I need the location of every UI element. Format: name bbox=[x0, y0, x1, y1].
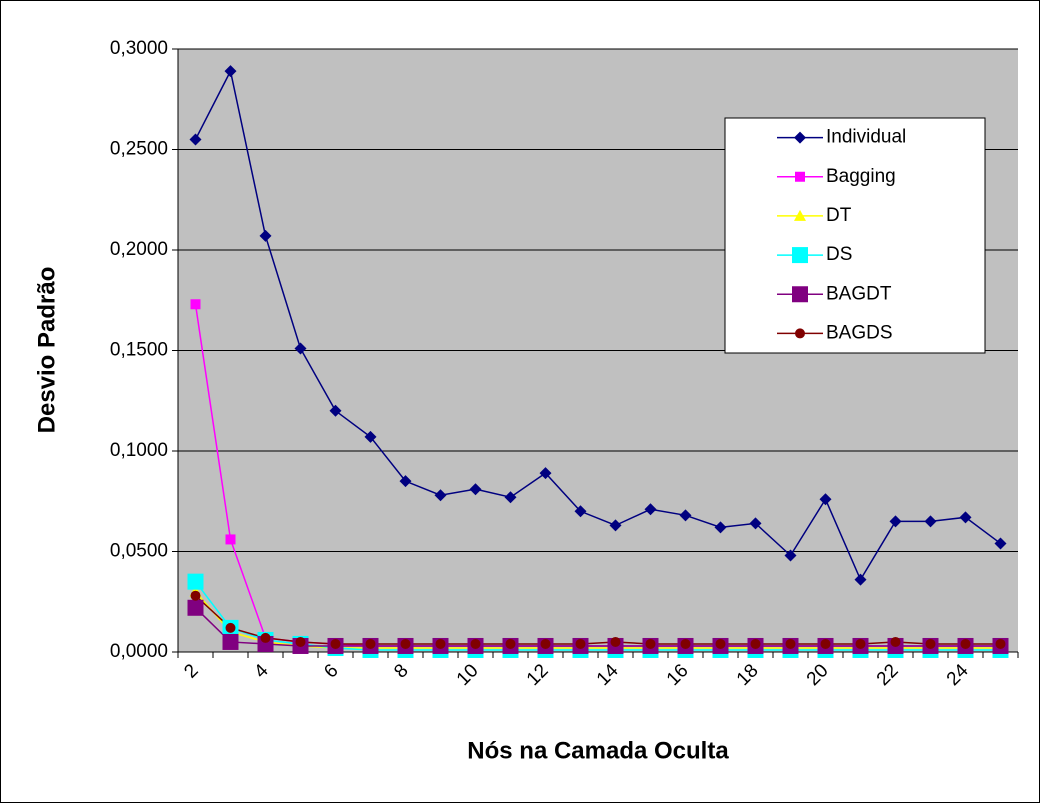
marker bbox=[889, 515, 902, 528]
legend-label: Bagging bbox=[826, 166, 896, 187]
marker bbox=[924, 515, 937, 528]
marker bbox=[260, 632, 271, 643]
marker bbox=[750, 638, 761, 649]
marker bbox=[574, 505, 587, 518]
marker bbox=[364, 430, 377, 443]
marker bbox=[792, 247, 808, 264]
marker bbox=[259, 229, 272, 242]
marker bbox=[329, 404, 342, 417]
marker bbox=[540, 638, 551, 649]
marker bbox=[680, 638, 691, 649]
legend-label: DT bbox=[826, 205, 852, 226]
marker bbox=[795, 328, 805, 339]
marker bbox=[539, 467, 552, 480]
marker bbox=[645, 638, 656, 649]
marker bbox=[795, 171, 805, 182]
legend-label: DS bbox=[826, 244, 852, 265]
marker bbox=[365, 638, 376, 649]
marker bbox=[715, 638, 726, 649]
marker bbox=[785, 638, 796, 649]
marker bbox=[820, 638, 831, 649]
y-tick-label: 0,0500 bbox=[110, 541, 168, 562]
y-tick-label: 0,2000 bbox=[110, 239, 168, 260]
marker bbox=[609, 519, 622, 532]
marker bbox=[295, 636, 306, 647]
marker bbox=[505, 638, 516, 649]
marker bbox=[225, 622, 236, 633]
marker bbox=[794, 131, 806, 144]
marker bbox=[187, 599, 204, 616]
marker bbox=[995, 638, 1006, 649]
marker bbox=[399, 475, 412, 488]
marker bbox=[960, 638, 971, 649]
marker bbox=[994, 537, 1007, 550]
marker bbox=[855, 638, 866, 649]
y-tick-label: 0,1500 bbox=[110, 340, 168, 361]
y-tick-label: 0,0000 bbox=[110, 641, 168, 662]
y-tick-label: 0,1000 bbox=[110, 440, 168, 461]
marker bbox=[959, 511, 972, 524]
y-axis-title: Desvio Padrão bbox=[33, 267, 60, 434]
legend-label: Individual bbox=[826, 127, 906, 148]
marker bbox=[792, 286, 808, 303]
marker bbox=[330, 638, 341, 649]
marker bbox=[187, 573, 204, 590]
x-axis-title: Nós na Camada Oculta bbox=[467, 737, 729, 764]
marker bbox=[714, 521, 727, 534]
legend-box bbox=[724, 117, 986, 354]
marker bbox=[294, 342, 307, 355]
marker bbox=[225, 534, 236, 545]
marker bbox=[190, 590, 201, 601]
legend-label: BAGDT bbox=[826, 283, 892, 304]
marker bbox=[575, 638, 586, 649]
marker bbox=[610, 636, 621, 647]
y-tick-label: 0,2500 bbox=[110, 139, 168, 160]
marker bbox=[819, 493, 832, 506]
legend-label: BAGDS bbox=[826, 322, 893, 343]
marker bbox=[504, 491, 517, 504]
marker bbox=[469, 483, 482, 496]
marker bbox=[435, 638, 446, 649]
marker bbox=[222, 633, 239, 650]
marker bbox=[470, 638, 481, 649]
marker bbox=[189, 133, 202, 146]
marker bbox=[224, 65, 237, 78]
marker bbox=[749, 517, 762, 530]
marker bbox=[784, 549, 797, 562]
series-line bbox=[194, 68, 1001, 582]
marker bbox=[925, 638, 936, 649]
marker bbox=[794, 209, 806, 221]
marker bbox=[434, 489, 447, 502]
marker bbox=[854, 573, 867, 586]
marker bbox=[890, 636, 901, 647]
marker bbox=[679, 509, 692, 522]
y-tick-label: 0,3000 bbox=[110, 38, 168, 59]
marker bbox=[644, 503, 657, 516]
marker bbox=[190, 299, 201, 310]
marker bbox=[400, 638, 411, 649]
